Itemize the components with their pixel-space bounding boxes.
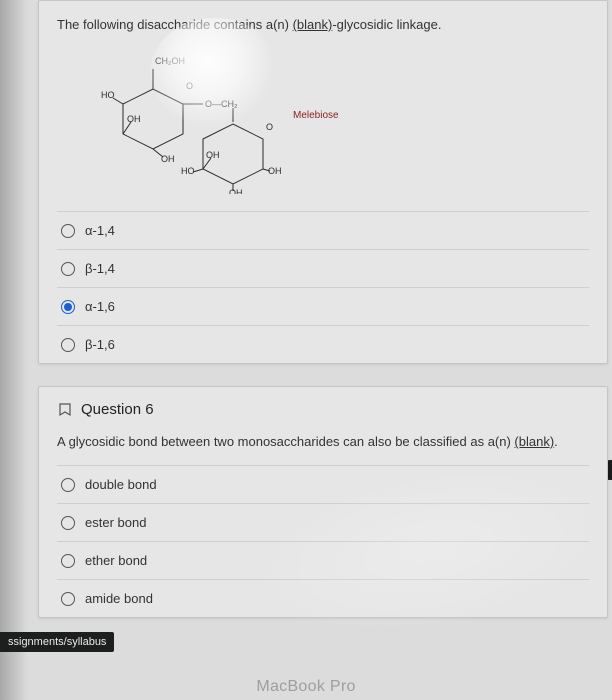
q6-blank: (blank)	[514, 434, 554, 449]
label-oh-inner2: OH	[206, 150, 220, 160]
radio-icon	[61, 478, 75, 492]
q6-option-2[interactable]: ester bond	[57, 504, 589, 542]
radio-icon	[61, 516, 75, 530]
molecule-diagram: CH₂OH O HO OH OH O—CH₂	[57, 40, 589, 211]
option-label: double bond	[85, 477, 157, 492]
q5-option-1[interactable]: α-1,4	[57, 212, 589, 250]
radio-icon	[61, 300, 75, 314]
option-label: α-1,6	[85, 299, 115, 314]
radio-icon	[61, 338, 75, 352]
q5-options: α-1,4 β-1,4 α-1,6 β-1,6	[57, 211, 589, 363]
option-label: ether bond	[85, 553, 147, 568]
q6-options: double bond ester bond ether bond amide …	[57, 465, 589, 617]
q5-blank: (blank)	[293, 17, 333, 32]
option-label: ester bond	[85, 515, 146, 530]
label-oh-bottom2: OH	[229, 188, 243, 194]
q6-option-4[interactable]: amide bond	[57, 580, 589, 617]
q5-prompt-post: -glycosidic linkage.	[332, 17, 441, 32]
radio-icon	[61, 262, 75, 276]
label-oh-right2: OH	[268, 166, 282, 176]
label-oh-inner1: OH	[127, 114, 141, 124]
q5-option-2[interactable]: β-1,4	[57, 250, 589, 288]
label-ho-right: HO	[181, 166, 195, 176]
label-oh-bottom1: OH	[161, 154, 175, 164]
option-label: amide bond	[85, 591, 153, 606]
option-label: β-1,6	[85, 337, 115, 352]
question6-card: Question 6 A glycosidic bond between two…	[38, 386, 608, 618]
q6-prompt-pre: A glycosidic bond between two monosaccha…	[57, 434, 514, 449]
q6-prompt-post: .	[554, 434, 558, 449]
device-label: MacBook Pro	[0, 678, 612, 696]
q6-option-1[interactable]: double bond	[57, 466, 589, 504]
tab-label: ssignments/syllabus	[8, 636, 106, 648]
bookmark-icon[interactable]	[57, 403, 73, 417]
question5-card: The following disaccharide contains a(n)…	[38, 0, 608, 364]
question5-prompt: The following disaccharide contains a(n)…	[57, 17, 589, 32]
q6-option-3[interactable]: ether bond	[57, 542, 589, 580]
q5-option-3[interactable]: α-1,6	[57, 288, 589, 326]
question6-title: Question 6	[81, 401, 154, 418]
label-och2: O—CH₂	[205, 99, 238, 109]
molecule-name: Melebiose	[293, 110, 339, 121]
radio-icon	[61, 224, 75, 238]
browser-tab-fragment[interactable]: ssignments/syllabus	[0, 632, 114, 652]
question6-prompt: A glycosidic bond between two monosaccha…	[57, 434, 589, 449]
option-label: β-1,4	[85, 261, 115, 276]
label-ho-left: HO	[101, 90, 115, 100]
option-label: α-1,4	[85, 223, 115, 238]
question6-header: Question 6	[57, 401, 589, 418]
label-ch2oh: CH₂OH	[155, 56, 185, 66]
label-o-upper: O	[186, 81, 193, 91]
q5-prompt-pre: The following disaccharide contains a(n)	[57, 17, 293, 32]
label-o-right: O	[266, 122, 273, 132]
radio-icon	[61, 592, 75, 606]
q5-option-4[interactable]: β-1,6	[57, 326, 589, 363]
radio-icon	[61, 554, 75, 568]
